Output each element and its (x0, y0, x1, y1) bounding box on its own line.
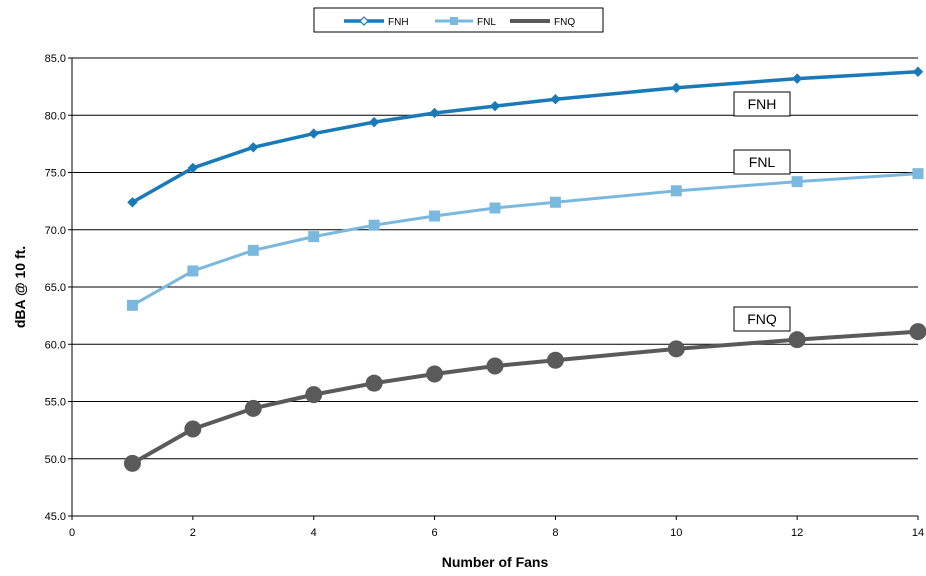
series-label-text: FNL (749, 154, 776, 170)
series-label-text: FNH (748, 96, 777, 112)
x-tick-label: 0 (69, 527, 75, 539)
data-point-fnq (486, 357, 504, 375)
data-point-fnq (546, 351, 564, 369)
y-tick-label: 70.0 (45, 225, 66, 237)
x-tick-label: 10 (670, 527, 682, 539)
data-point-fnq (123, 454, 141, 472)
data-point-fnq (667, 340, 685, 358)
series-markers (123, 66, 926, 472)
y-tick-label: 75.0 (45, 168, 66, 180)
gridlines (72, 57, 918, 517)
series-label-box (733, 149, 791, 175)
data-point-fnh (248, 142, 259, 153)
x-tick-label: 2 (190, 527, 196, 539)
data-point-fnl (549, 196, 561, 208)
x-tick-label: 14 (912, 527, 924, 539)
y-tick-label: 85.0 (45, 53, 66, 65)
y-tick-label: 55.0 (45, 397, 66, 409)
series-label-fnq: FNQ (733, 306, 791, 332)
data-point-fnh (429, 107, 440, 119)
legend-label: FNQ (554, 17, 575, 28)
legend-item-fnh: FNH (344, 16, 409, 28)
legend-item-fnq: FNQ (510, 17, 575, 28)
data-point-fnl (247, 244, 259, 256)
series-label-box (733, 91, 791, 117)
data-point-fnl (308, 231, 320, 243)
x-tick-label: 6 (432, 527, 438, 539)
y-tick-label: 60.0 (45, 339, 66, 351)
y-tick-label: 50.0 (45, 454, 66, 466)
y-tick-label: 65.0 (45, 282, 66, 294)
series-label-text: FNQ (747, 311, 777, 327)
legend: FNH FNL FNQ (313, 7, 604, 33)
data-point-fnq (788, 331, 806, 349)
data-point-fnh (187, 162, 199, 174)
data-point-fnl (791, 176, 803, 188)
data-point-fnl (429, 210, 441, 222)
series-label-fnh: FNH (733, 91, 791, 117)
data-point-fnl (489, 202, 501, 214)
y-axis-title: dBA @ 10 ft. (12, 246, 28, 328)
legend-swatch-marker (359, 16, 369, 26)
legend-item-fnl: FNL (435, 17, 496, 28)
data-point-fnl (368, 219, 380, 231)
series-label-box (733, 306, 791, 332)
legend-label: FNH (388, 17, 409, 28)
data-point-fnh (489, 100, 501, 112)
series-label-fnl: FNL (733, 149, 791, 175)
series-line-fnl (131, 172, 919, 307)
data-point-fnq (909, 323, 926, 341)
data-point-fnl (187, 265, 199, 277)
data-point-fnq (184, 420, 202, 438)
series-labels: FNH FNL FNQ (733, 91, 791, 332)
data-point-fnq (365, 374, 383, 392)
data-point-fnl (670, 185, 682, 197)
data-point-fnl (912, 168, 924, 180)
legend-label: FNL (477, 17, 496, 28)
y-tick-label: 80.0 (45, 110, 66, 122)
data-point-fnh (127, 197, 138, 208)
y-tick-label: 45.0 (45, 511, 66, 523)
data-point-fnq (305, 386, 323, 404)
series-line-fnq (131, 329, 919, 466)
data-point-fnh (671, 82, 682, 93)
legend-swatch-marker (450, 17, 458, 25)
x-axis-ticks: 0 2 4 6 8 10 12 14 (69, 516, 924, 539)
data-point-fnq (244, 399, 262, 417)
y-axis-ticks: 45.0 50.0 55.0 60.0 65.0 70.0 75.0 80.0 85.0 (45, 53, 72, 523)
x-tick-label: 12 (791, 527, 803, 539)
data-point-fnh (791, 73, 803, 84)
data-point-fnl (126, 299, 138, 311)
data-point-fnh (550, 94, 561, 105)
data-point-fnh (912, 66, 924, 77)
x-axis-title: Number of Fans (442, 554, 549, 570)
x-tick-label: 4 (311, 527, 317, 539)
x-tick-label: 8 (552, 527, 558, 539)
data-point-fnq (426, 365, 444, 383)
data-point-fnh (308, 128, 319, 139)
data-point-fnh (368, 116, 380, 128)
